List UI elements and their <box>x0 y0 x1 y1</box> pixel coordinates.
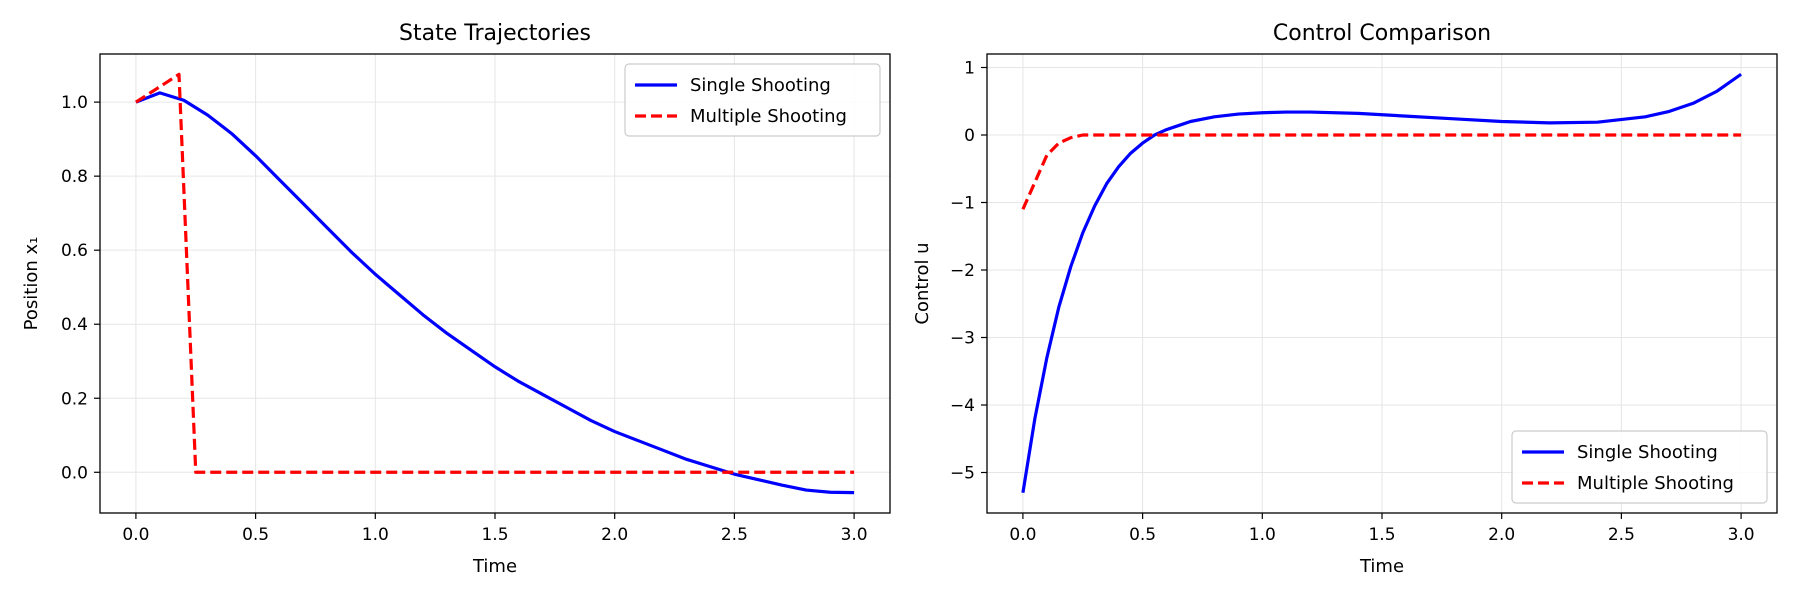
x-tick-label: 3.0 <box>841 525 868 545</box>
y-axis-label: Control u <box>912 242 933 324</box>
y-tick-label: 0 <box>964 126 975 146</box>
x-tick-label: 3.0 <box>1728 525 1755 545</box>
y-tick-label: −1 <box>950 194 975 214</box>
legend: Single Shooting Multiple Shooting <box>624 63 881 137</box>
legend-box <box>1511 430 1768 504</box>
legend-label: Multiple Shooting <box>690 106 847 127</box>
x-tick-label: 2.5 <box>1608 525 1635 545</box>
chart-title: State Trajectories <box>399 21 591 46</box>
legend-label: Multiple Shooting <box>1577 473 1734 494</box>
legend-box <box>624 63 881 137</box>
legend: Single Shooting Multiple Shooting <box>1511 430 1768 504</box>
y-tick-label: −4 <box>950 396 975 416</box>
y-tick-label: 0.8 <box>61 167 88 187</box>
x-tick-label: 1.5 <box>1368 525 1395 545</box>
y-tick-label: 0.2 <box>61 389 88 409</box>
x-tick-label: 0.5 <box>1129 525 1156 545</box>
y-tick-label: −3 <box>950 329 975 349</box>
x-tick-label: 1.0 <box>362 525 389 545</box>
x-tick-label: 2.0 <box>1488 525 1515 545</box>
legend-label: Single Shooting <box>690 75 831 96</box>
x-axis-label: Time <box>1359 556 1404 577</box>
chart-title: Control Comparison <box>1273 21 1491 46</box>
x-tick-label: 2.5 <box>721 525 748 545</box>
x-tick-label: 0.0 <box>122 525 149 545</box>
y-tick-label: 0.4 <box>61 315 88 335</box>
series-line-multiple-shooting <box>1021 133 1742 210</box>
chart-2: 0.0 0.5 1.0 1.5 2.0 2.5 3.0 −5 −4 −3 −2 −1 0 1 Control… <box>912 21 1778 577</box>
y-tick-label: −2 <box>950 261 975 281</box>
legend-label: Single Shooting <box>1577 442 1718 463</box>
y-tick-label: 1.0 <box>61 93 88 113</box>
x-tick-label: 1.0 <box>1249 525 1276 545</box>
chart-1: 0.0 0.5 1.0 1.5 2.0 2.5 3.0 0.0 0.2 0.4 0.6 0.8 1.0 S… <box>21 21 891 577</box>
y-tick-label: 0.6 <box>61 241 88 261</box>
x-tick-label: 1.5 <box>481 525 508 545</box>
y-tick-label: 1 <box>964 59 975 79</box>
series-line-single-shooting <box>135 91 855 495</box>
x-tick-label: 0.0 <box>1009 525 1036 545</box>
y-tick-label: −5 <box>950 464 975 484</box>
x-tick-label: 0.5 <box>242 525 269 545</box>
series-line-multiple-shooting <box>135 72 855 474</box>
x-axis-label: Time <box>472 556 517 577</box>
y-axis-label: Position x₁ <box>21 237 42 331</box>
series-line-single-shooting <box>1021 72 1743 494</box>
x-tick-label: 2.0 <box>601 525 628 545</box>
y-tick-label: 0.0 <box>61 463 88 483</box>
